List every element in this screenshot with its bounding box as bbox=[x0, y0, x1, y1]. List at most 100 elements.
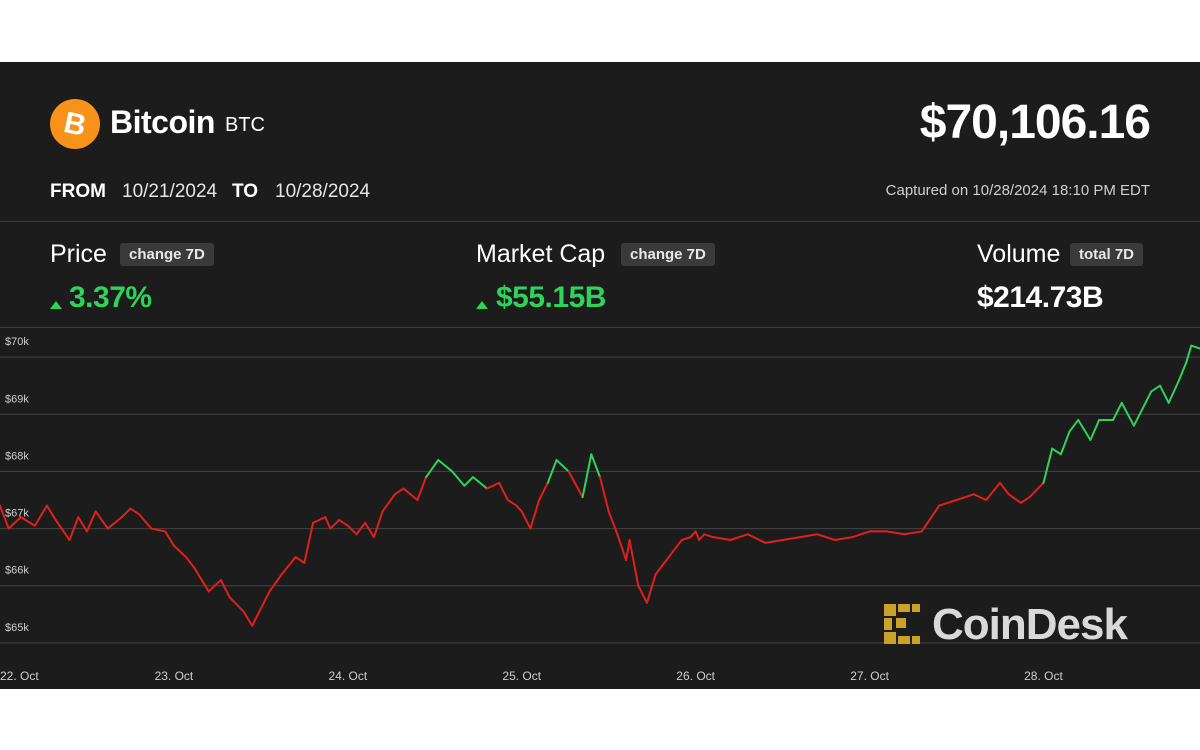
price-line-segment bbox=[851, 530, 871, 539]
price-line-segment bbox=[312, 516, 327, 524]
x-tick-label: 23. Oct bbox=[155, 669, 194, 683]
price-line-segment bbox=[628, 539, 640, 587]
price-line-segment bbox=[546, 459, 558, 484]
price-line-segment bbox=[689, 530, 697, 539]
price-line-segment bbox=[607, 510, 619, 536]
price-line-segment bbox=[355, 521, 367, 536]
price-line-segment bbox=[219, 579, 231, 599]
x-tick-label: 28. Oct bbox=[1024, 669, 1063, 683]
from-label: FROM bbox=[50, 181, 106, 202]
price-line-segment bbox=[1167, 379, 1181, 404]
price-line-segment bbox=[1007, 493, 1022, 504]
to-label: TO bbox=[232, 181, 259, 202]
price-line-segment bbox=[567, 470, 584, 499]
price-line-segment bbox=[663, 550, 675, 564]
price-line-segment bbox=[207, 579, 222, 593]
price-line-segment bbox=[129, 507, 141, 516]
price-line-segment bbox=[703, 533, 715, 539]
price-chart: $65k $66k $67k $68k $69k $70k 22. Oct 23. Oct 24… bbox=[0, 336, 1200, 683]
price-line-segment bbox=[242, 610, 254, 627]
price-line-segment bbox=[1077, 419, 1092, 441]
price-line-segment bbox=[485, 481, 501, 490]
price-line-segment bbox=[654, 561, 666, 576]
price-line-segment bbox=[185, 556, 196, 570]
volume-title: Volume bbox=[977, 240, 1061, 268]
coin-name: Bitcoin bbox=[110, 104, 215, 140]
price-line-segment bbox=[1112, 401, 1123, 421]
market-cap-tag: change 7D bbox=[621, 243, 715, 266]
price-line-segment bbox=[68, 516, 80, 541]
coindesk-watermark: CoinDesk bbox=[932, 600, 1128, 649]
price-line-segment bbox=[694, 530, 701, 541]
coin-ticker: BTC bbox=[225, 114, 265, 136]
volume-value: $214.73B bbox=[977, 281, 1104, 314]
x-tick-label: 26. Oct bbox=[676, 669, 715, 683]
price-line-segment bbox=[1141, 390, 1153, 410]
price-line-segment bbox=[228, 596, 245, 613]
price-line-segment bbox=[985, 481, 1001, 501]
price-line-segment bbox=[294, 556, 306, 564]
price-line-segment bbox=[193, 567, 210, 593]
market-cap-change-value: $55.15B bbox=[496, 281, 606, 314]
price-line-segment bbox=[712, 536, 732, 541]
price-line-segment bbox=[920, 504, 941, 533]
y-tick-label: $68k bbox=[5, 450, 29, 462]
price-line-segment bbox=[885, 530, 906, 536]
price-line-segment bbox=[506, 499, 518, 507]
price-line-segment bbox=[1051, 447, 1062, 456]
price-metric-tag: change 7D bbox=[120, 243, 214, 266]
y-tick-label: $65k bbox=[5, 622, 29, 634]
price-line-segment bbox=[1190, 344, 1200, 350]
price-line-segment bbox=[85, 510, 97, 533]
price-line-segment bbox=[816, 533, 836, 541]
price-line-segment bbox=[324, 516, 332, 530]
price-line-segment bbox=[268, 573, 283, 593]
x-tick-label: 25. Oct bbox=[502, 669, 541, 683]
price-line-segment bbox=[251, 590, 271, 627]
price-line-segment bbox=[1068, 419, 1080, 433]
price-up-arrow-icon bbox=[50, 301, 62, 309]
y-tick-label: $70k bbox=[5, 336, 29, 348]
price-line-segment bbox=[781, 536, 801, 541]
market-cap-up-arrow-icon bbox=[476, 301, 488, 309]
price-line-segment bbox=[94, 510, 109, 530]
from-date: 10/21/2024 bbox=[122, 181, 218, 202]
price-line-segment bbox=[1042, 447, 1054, 484]
price-line-segment bbox=[303, 521, 315, 564]
price-line-segment bbox=[555, 459, 570, 473]
price-line-segment bbox=[164, 530, 175, 547]
price-line-segment bbox=[1089, 419, 1101, 441]
x-tick-label: 24. Oct bbox=[328, 669, 367, 683]
price-line-segment bbox=[54, 519, 71, 541]
price-line-segment bbox=[498, 481, 509, 501]
price-line-segment bbox=[1059, 430, 1071, 456]
price-line-segment bbox=[698, 533, 706, 541]
price-line-segment bbox=[472, 476, 488, 490]
price-line-segment bbox=[1185, 344, 1193, 364]
price-line-segment bbox=[955, 493, 975, 501]
price-line-segment bbox=[538, 481, 549, 501]
price-line-segment bbox=[590, 453, 601, 479]
price-line-segment bbox=[999, 481, 1010, 496]
price-line-segment bbox=[729, 533, 749, 541]
price-line-segment bbox=[1019, 496, 1031, 504]
price-line-segment bbox=[938, 499, 958, 507]
price-line-segment bbox=[372, 510, 384, 539]
price-line-segment bbox=[1132, 407, 1144, 427]
price-line-segment bbox=[625, 539, 631, 561]
price-line-segment bbox=[393, 487, 405, 496]
price-line-segment bbox=[45, 504, 57, 521]
coindesk-logo-icon bbox=[884, 604, 920, 644]
price-line-segment bbox=[599, 476, 610, 513]
divider bbox=[0, 221, 1200, 222]
price-line-segment bbox=[280, 556, 297, 576]
price-line-segment bbox=[645, 573, 657, 604]
y-tick-label: $66k bbox=[5, 565, 29, 577]
price-line-segment bbox=[0, 504, 10, 530]
price-line-segment bbox=[402, 487, 419, 501]
price-line-segment bbox=[637, 584, 648, 604]
price-line-segment bbox=[1150, 384, 1161, 393]
price-line-segment bbox=[437, 459, 454, 473]
price-line-segment bbox=[150, 527, 167, 533]
price-line-segment bbox=[520, 510, 532, 530]
